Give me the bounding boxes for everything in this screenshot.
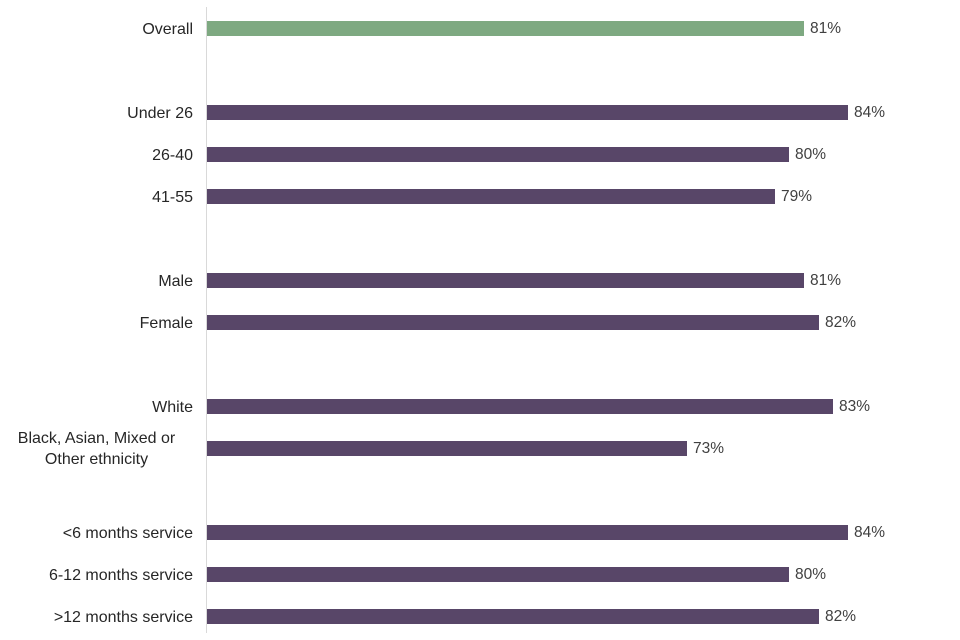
value-label: 80% — [795, 566, 827, 583]
bar — [207, 21, 804, 36]
bar-row: >12 months service 82% — [0, 596, 960, 638]
bar — [207, 189, 775, 204]
bar-row: 41-55 79% — [0, 176, 960, 218]
bar — [207, 315, 819, 330]
category-label: >12 months service — [53, 608, 193, 626]
bar-row: Male 81% — [0, 260, 960, 302]
bar — [207, 525, 848, 540]
bar — [207, 147, 789, 162]
bar-row: Under 26 84% — [0, 92, 960, 134]
value-label: 73% — [693, 440, 725, 457]
value-label: 84% — [854, 524, 886, 541]
bar-row: 26-40 80% — [0, 134, 960, 176]
bar — [207, 441, 687, 456]
value-label: 83% — [839, 398, 871, 415]
bar-row: <6 months service 84% — [0, 512, 960, 554]
bar-row: 6-12 months service 80% — [0, 554, 960, 596]
category-label: <6 months service — [62, 524, 193, 542]
bar — [207, 567, 789, 582]
value-label: 82% — [825, 608, 857, 625]
bar — [207, 609, 819, 624]
category-label: 26-40 — [152, 146, 193, 164]
category-label: White — [152, 398, 193, 416]
value-label: 79% — [781, 188, 813, 205]
category-label: Male — [158, 272, 193, 290]
value-label: 84% — [854, 104, 886, 121]
bar — [207, 399, 833, 414]
bar — [207, 273, 804, 288]
category-axis-line — [206, 7, 207, 633]
category-label: Overall — [142, 20, 193, 38]
bar-row: White 83% — [0, 386, 960, 428]
category-label: 41-55 — [152, 188, 193, 206]
value-label: 82% — [825, 314, 857, 331]
bar-row: Overall 81% — [0, 8, 960, 50]
category-label: Female — [139, 314, 193, 332]
bar-row: Black, Asian, Mixed or Other ethnicity 73… — [0, 428, 960, 470]
value-label: 80% — [795, 146, 827, 163]
bar-row: Female 82% — [0, 302, 960, 344]
category-label: 6-12 months service — [48, 566, 193, 584]
value-label: 81% — [810, 272, 842, 289]
category-label: Under 26 — [127, 104, 193, 122]
bar — [207, 105, 848, 120]
category-label: Black, Asian, Mixed or Other ethnicity — [17, 430, 176, 468]
value-label: 81% — [810, 20, 842, 37]
